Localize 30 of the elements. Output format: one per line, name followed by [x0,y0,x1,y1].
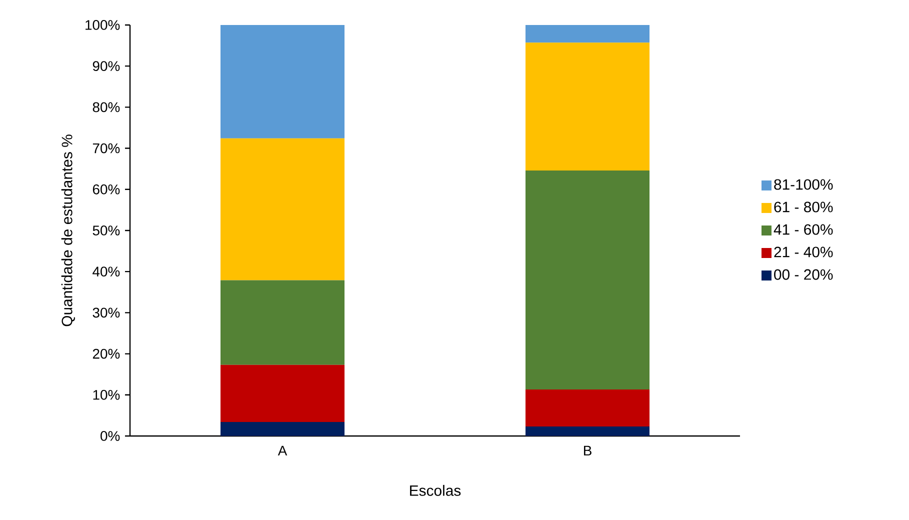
bar [526,426,650,436]
y-tick-label: 50% [92,226,120,236]
bar [220,422,345,436]
legend-label: 81-100% [774,179,833,190]
y-tick-label: 80% [92,102,120,112]
y-tick-label: 20% [92,348,120,359]
x-axis-title: Escolas [410,484,461,496]
bar [220,138,345,280]
bar [220,280,345,365]
y-tick-label: 70% [92,143,120,154]
x-tick-label: A [278,446,288,456]
legend-label: 61 - 80% [774,202,833,212]
y-tick-label: 60% [92,184,120,194]
y-tick-label: 10% [93,390,120,400]
bar [220,364,345,422]
bar [526,24,650,43]
bar [220,24,345,138]
bar [526,42,650,170]
legend-label: 41 - 60% [774,224,833,235]
y-tick-label: 30% [92,308,120,318]
x-tick-label: B [584,446,592,456]
y-axis-title: Quantidade de estudantes % [61,134,75,326]
bar [526,390,650,427]
legend-label: 21 - 40% [774,246,833,258]
bar [526,170,650,390]
y-tick-label: 90% [92,61,120,72]
y-tick-label: 100% [86,20,120,30]
y-tick-label: 40% [92,266,120,277]
y-tick-label: 0% [100,431,120,441]
legend-label: 00 - 20% [774,269,833,280]
